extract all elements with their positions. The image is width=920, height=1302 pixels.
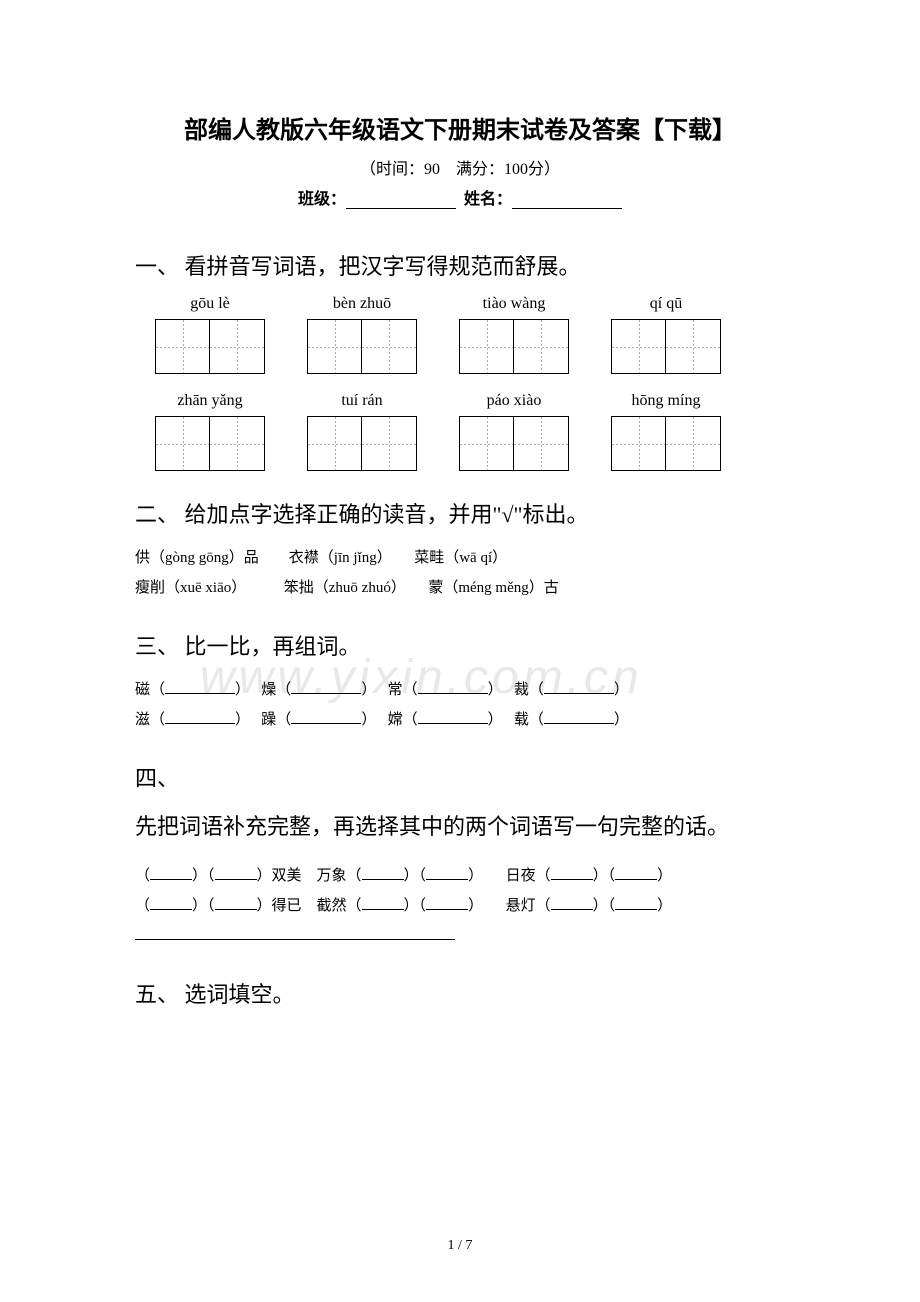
txt: ） [657, 868, 672, 884]
box-row-1 [135, 319, 785, 374]
txt: ）（ [593, 898, 616, 914]
txt: ） [361, 712, 369, 728]
pinyin-row-2: zhān yǎng tuí rán páo xiào hōng míng [135, 392, 785, 410]
txt: （ [135, 898, 150, 914]
s4-line1: （ ）（ ）双美 万象（ ）（ ） 日夜（ ）（ ） [135, 861, 785, 891]
s4-line2: （ ）（ ）得已 截然（ ）（ ） 悬灯（ ）（ ） [135, 891, 785, 921]
pinyin: tiào wàng [459, 295, 569, 313]
section-3-heading: 三、 比一比，再组词。 [135, 629, 785, 661]
txt: 躁（ [261, 712, 291, 728]
txt: ）（ [404, 868, 427, 884]
txt: ） [235, 712, 243, 728]
pinyin: zhān yǎng [155, 392, 265, 410]
class-label: 班级： [298, 191, 346, 208]
txt: ）（ [192, 898, 215, 914]
s2-item: 瘦削（xuē xiāo） [135, 580, 239, 596]
section-1-heading: 一、 看拼音写词语，把汉字写得规范而舒展。 [135, 249, 785, 281]
pinyin: gōu lè [155, 295, 265, 313]
pinyin: bèn zhuō [307, 295, 417, 313]
pinyin: qí qū [611, 295, 721, 313]
s2-item: 蒙（méng měng）古 [428, 580, 558, 596]
page-title: 部编人教版六年级语文下册期末试卷及答案【下载】 [135, 110, 785, 145]
txt: 载（ [514, 712, 544, 728]
tianzi-pair [611, 416, 721, 471]
tianzi-pair [307, 319, 417, 374]
name-label: 姓名： [464, 191, 512, 208]
section-5-heading: 五、 选词填空。 [135, 977, 785, 1009]
tianzi-pair [459, 416, 569, 471]
tianzi-pair [307, 416, 417, 471]
s2-line2: 瘦削（xuē xiāo） 笨拙（zhuō zhuó） 蒙（méng měng）古 [135, 573, 785, 603]
pinyin: tuí rán [307, 392, 417, 410]
txt: ）双美 万象（ [257, 868, 362, 884]
tianzi-pair [611, 319, 721, 374]
s2-item: 衣襟（jīn jǐng） [289, 550, 384, 566]
txt: ）（ [593, 868, 616, 884]
s2-item: 菜畦（wā qí） [414, 550, 507, 566]
s3-row1: 磁（ ） 燥（ ） 常（ ） 裁（ ） [135, 675, 785, 705]
tianzi-pair [459, 319, 569, 374]
s4-blank-sentence [135, 921, 785, 951]
s2-line1: 供（gòng gōng）品 衣襟（jīn jǐng） 菜畦（wā qí） [135, 543, 785, 573]
section-2-heading: 二、 给加点字选择正确的读音，并用"√"标出。 [135, 497, 785, 529]
txt: （ [135, 868, 150, 884]
txt: ） 日夜（ [468, 868, 551, 884]
txt: ）（ [192, 868, 215, 884]
txt: ） [614, 682, 629, 698]
s3-row2: 滋（ ） 躁（ ） 嫦（ ） 载（ ） [135, 705, 785, 735]
txt: ） [488, 712, 496, 728]
txt: 燥（ [261, 682, 291, 698]
name-blank [512, 208, 622, 209]
tianzi-pair [155, 416, 265, 471]
txt: ） 悬灯（ [468, 898, 551, 914]
txt: 嫦（ [388, 712, 418, 728]
section-4-heading-1: 四、 [135, 761, 785, 793]
pinyin-row-1: gōu lè bèn zhuō tiào wàng qí qū [135, 295, 785, 313]
name-line: 班级： 姓名： [135, 185, 785, 209]
txt: ） [657, 898, 672, 914]
txt: ） [614, 712, 629, 728]
txt: 裁（ [514, 682, 544, 698]
pinyin: hōng míng [611, 392, 721, 410]
txt: ）得已 截然（ [257, 898, 362, 914]
page-footer: 1 / 7 [0, 1238, 920, 1254]
txt: ） [361, 682, 369, 698]
txt: ）（ [404, 898, 427, 914]
s2-item: 笨拙（zhuō zhuó） [284, 580, 399, 596]
subtitle: （时间：90 满分：100分） [135, 155, 785, 179]
tianzi-pair [155, 319, 265, 374]
txt: 滋（ [135, 712, 165, 728]
txt: 常（ [388, 682, 418, 698]
section-4-heading-2: 先把词语补充完整，再选择其中的两个词语写一句完整的话。 [135, 807, 785, 847]
txt: ） [488, 682, 496, 698]
s2-item: 供（gòng gōng）品 [135, 550, 259, 566]
txt: 磁（ [135, 682, 165, 698]
box-row-2 [135, 416, 785, 471]
pinyin: páo xiào [459, 392, 569, 410]
class-blank [346, 208, 456, 209]
txt: ） [235, 682, 243, 698]
